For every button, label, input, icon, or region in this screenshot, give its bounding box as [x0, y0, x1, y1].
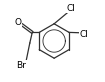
Text: Br: Br: [16, 61, 26, 70]
Text: Cl: Cl: [66, 4, 75, 13]
Text: O: O: [15, 18, 22, 27]
Text: Cl: Cl: [79, 30, 88, 39]
